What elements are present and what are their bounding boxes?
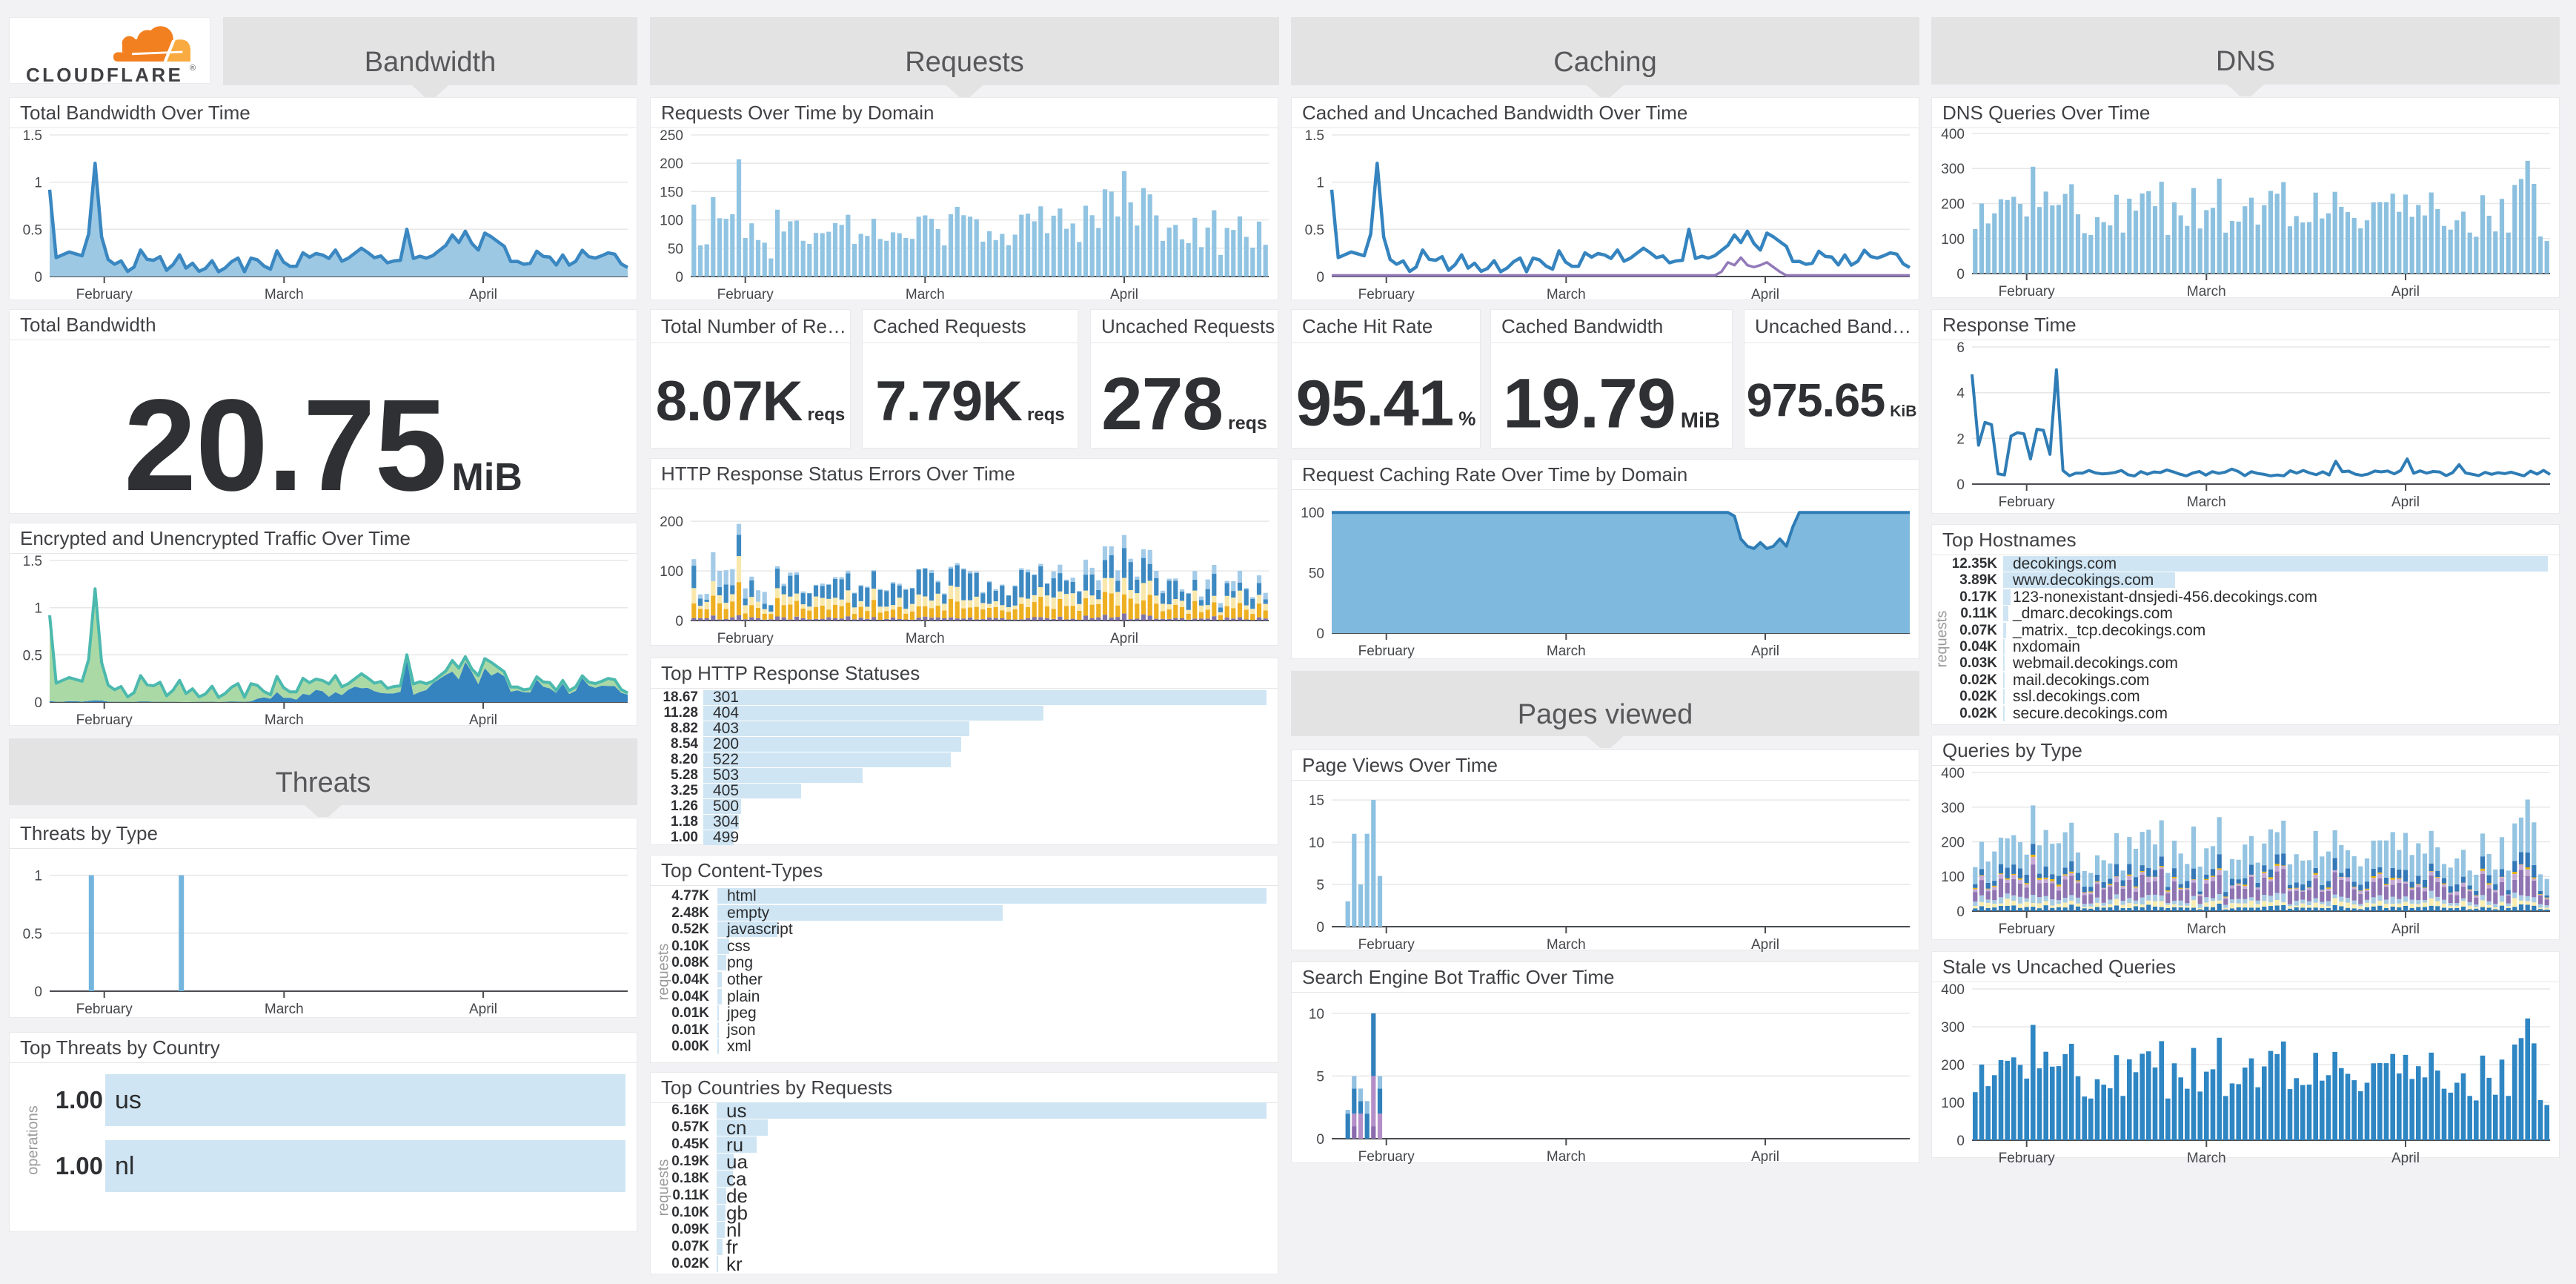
svg-text:100: 100	[1941, 870, 1965, 885]
svg-text:1: 1	[34, 869, 42, 884]
svg-text:April: April	[1751, 1149, 1779, 1165]
svg-text:April: April	[2391, 921, 2420, 937]
svg-text:February: February	[76, 1002, 133, 1017]
svg-text:February: February	[1999, 494, 2056, 510]
svg-text:March: March	[2187, 284, 2226, 300]
svg-text:1: 1	[34, 601, 42, 617]
svg-text:250: 250	[660, 128, 683, 144]
svg-text:200: 200	[1941, 197, 1965, 213]
svg-text:4: 4	[1956, 386, 1965, 402]
svg-text:CLOUDFLARE: CLOUDFLARE	[26, 64, 183, 85]
svg-text:0: 0	[1316, 270, 1324, 285]
svg-text:100: 100	[660, 564, 683, 580]
svg-text:0: 0	[675, 614, 683, 629]
svg-text:March: March	[1547, 643, 1586, 659]
svg-text:200: 200	[1941, 1058, 1965, 1073]
svg-text:100: 100	[1941, 232, 1965, 248]
svg-text:March: March	[265, 1002, 304, 1017]
svg-text:5: 5	[1316, 878, 1324, 893]
svg-text:0.5: 0.5	[23, 927, 42, 942]
svg-text:0: 0	[1316, 920, 1324, 936]
svg-text:400: 400	[1941, 766, 1965, 781]
svg-text:April: April	[469, 712, 497, 728]
svg-text:February: February	[1358, 1149, 1415, 1165]
svg-text:1: 1	[34, 176, 42, 191]
svg-text:February: February	[76, 712, 133, 728]
svg-text:2: 2	[1956, 431, 1965, 447]
svg-text:1: 1	[1316, 176, 1324, 191]
svg-text:10: 10	[1309, 835, 1324, 851]
svg-text:100: 100	[1301, 506, 1324, 521]
svg-text:150: 150	[660, 185, 683, 200]
svg-text:April: April	[1110, 287, 1138, 302]
svg-text:March: March	[1547, 937, 1586, 953]
svg-text:0: 0	[1956, 904, 1965, 920]
svg-text:0.5: 0.5	[1305, 222, 1324, 238]
svg-text:0: 0	[1956, 1134, 1965, 1149]
svg-text:February: February	[1999, 1151, 2056, 1166]
svg-text:February: February	[717, 631, 774, 646]
svg-text:March: March	[906, 631, 945, 646]
svg-text:April: April	[2391, 494, 2420, 510]
svg-text:6: 6	[1956, 340, 1965, 356]
svg-text:March: March	[265, 287, 304, 302]
svg-text:300: 300	[1941, 162, 1965, 177]
svg-text:April: April	[2391, 1151, 2420, 1166]
svg-text:March: March	[1547, 287, 1586, 302]
svg-text:0: 0	[1956, 477, 1965, 493]
svg-text:50: 50	[1309, 566, 1324, 582]
svg-text:February: February	[76, 287, 133, 302]
svg-text:10: 10	[1309, 1007, 1324, 1022]
svg-text:April: April	[1110, 631, 1138, 646]
svg-text:April: April	[1751, 643, 1779, 659]
svg-text:February: February	[717, 287, 774, 302]
svg-text:100: 100	[660, 214, 683, 229]
svg-text:0: 0	[1316, 626, 1324, 642]
svg-text:April: April	[1751, 287, 1779, 302]
svg-text:300: 300	[1941, 801, 1965, 816]
svg-text:March: March	[2187, 921, 2226, 937]
svg-text:100: 100	[1941, 1096, 1965, 1111]
svg-text:1.5: 1.5	[23, 554, 42, 569]
svg-text:5: 5	[1316, 1070, 1324, 1085]
svg-text:February: February	[1358, 643, 1415, 659]
svg-text:200: 200	[660, 156, 683, 172]
svg-text:400: 400	[1941, 982, 1965, 998]
svg-text:February: February	[1999, 284, 2056, 300]
svg-text:0.5: 0.5	[23, 222, 42, 238]
svg-text:400: 400	[1941, 127, 1965, 142]
svg-text:March: March	[2187, 494, 2226, 510]
svg-text:0: 0	[34, 984, 42, 1000]
svg-text:200: 200	[660, 514, 683, 530]
svg-text:March: March	[906, 287, 945, 302]
svg-text:March: March	[265, 712, 304, 728]
svg-text:50: 50	[668, 242, 683, 257]
svg-text:200: 200	[1941, 835, 1965, 851]
svg-text:0.5: 0.5	[23, 648, 42, 663]
svg-text:February: February	[1358, 937, 1415, 953]
svg-text:April: April	[469, 287, 497, 302]
svg-text:February: February	[1999, 921, 2056, 937]
svg-text:0: 0	[34, 695, 42, 711]
svg-text:April: April	[1751, 937, 1779, 953]
svg-text:15: 15	[1309, 793, 1324, 809]
svg-text:®: ®	[190, 64, 196, 73]
svg-text:0: 0	[1316, 1132, 1324, 1148]
svg-text:0: 0	[1956, 267, 1965, 282]
svg-text:1.5: 1.5	[1305, 128, 1324, 144]
svg-text:300: 300	[1941, 1020, 1965, 1036]
svg-text:0: 0	[34, 270, 42, 285]
svg-text:1.5: 1.5	[23, 128, 42, 144]
svg-text:April: April	[469, 1002, 497, 1017]
svg-text:0: 0	[675, 270, 683, 285]
svg-text:March: March	[1547, 1149, 1586, 1165]
svg-text:April: April	[2391, 284, 2420, 300]
svg-text:February: February	[1358, 287, 1415, 302]
svg-text:March: March	[2187, 1151, 2226, 1166]
